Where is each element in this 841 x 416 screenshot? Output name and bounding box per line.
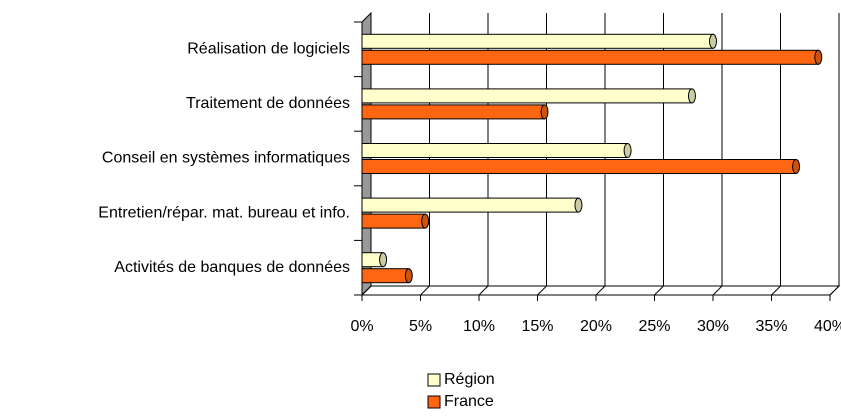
x-tick-label: 25%	[638, 318, 670, 335]
legend-swatch	[427, 373, 441, 387]
grid-floor	[712, 285, 723, 296]
bar-cap	[687, 88, 696, 104]
x-tick-label: 15%	[521, 318, 553, 335]
y-tick-label: Réalisation de logiciels	[187, 41, 350, 58]
bar	[361, 49, 819, 65]
grid-floor	[595, 285, 606, 296]
bar-cap	[792, 159, 801, 174]
bar-cap	[623, 143, 632, 158]
bar-cap	[379, 252, 388, 268]
bar-cap	[814, 49, 823, 65]
legend-label: Région	[444, 371, 495, 388]
grid-floor	[654, 285, 664, 296]
grid-floor	[829, 285, 840, 296]
bar	[361, 159, 797, 174]
bar	[361, 88, 693, 104]
grid-floor	[537, 285, 547, 296]
grid-floor	[771, 285, 781, 296]
grid-floor	[420, 285, 430, 296]
bar	[361, 213, 426, 229]
x-tick-label: 5%	[409, 318, 432, 335]
x-tick-label: 30%	[697, 318, 729, 335]
bar-cap	[574, 197, 583, 213]
x-tick-label: 0%	[350, 318, 373, 335]
y-tick-label: Entretien/répar. mat. bureau et info.	[98, 204, 350, 221]
y-tick-label: Traitement de données	[186, 95, 350, 112]
bar-cap	[540, 104, 549, 120]
x-tick-label: 35%	[755, 318, 787, 335]
bar	[361, 104, 546, 120]
legend-label: France	[444, 393, 494, 410]
bar	[361, 143, 629, 158]
grid-floor	[478, 285, 489, 296]
grid-floor	[361, 285, 372, 296]
bar-cap	[709, 33, 717, 49]
bar-cap	[421, 213, 430, 229]
bar-cap	[404, 268, 413, 284]
y-tick-label: Conseil en systèmes informatiques	[102, 150, 350, 167]
legend-swatch	[427, 395, 441, 409]
y-tick-label: Activités de banques de données	[114, 259, 350, 276]
bar	[361, 268, 410, 284]
x-tick-label: 20%	[580, 318, 612, 335]
x-tick-label: 40%	[814, 318, 841, 335]
bar	[361, 197, 579, 213]
bar	[361, 33, 714, 49]
x-tick-label: 10%	[463, 318, 495, 335]
